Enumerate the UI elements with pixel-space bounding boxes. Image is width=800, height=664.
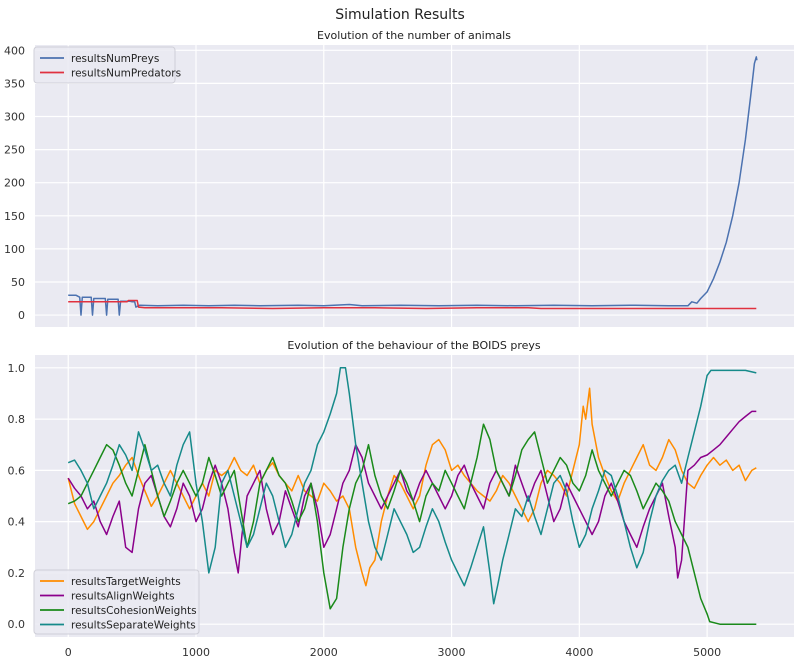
legend: resultsTargetWeights resultsAlignWeights r…: [33, 569, 200, 635]
y-tick-label: 400: [4, 44, 25, 57]
behaviour-chart-title: Evolution of the behaviour of the BOIDS …: [287, 339, 541, 352]
series-line-resultsTargetWeights: [67, 387, 757, 587]
plot-area: [35, 45, 794, 327]
behaviour-chart: Evolution of the behaviour of the BOIDS …: [8, 339, 794, 659]
y-tick-label: 0.0: [8, 618, 26, 631]
animals-chart: Evolution of the number of animals 0 50 10…: [4, 29, 794, 327]
y-tick-label: 350: [4, 77, 25, 90]
legend-box: [33, 569, 200, 635]
y-tick-label: 0.2: [8, 567, 26, 580]
series-line-resultsSeparateWeights: [67, 367, 757, 605]
legend-box: [33, 46, 176, 84]
y-tick-label: 200: [4, 177, 25, 190]
legend: resultsNumPreys resultsNumPredators: [33, 46, 181, 84]
legend-label: resultsSeparateWeights: [71, 620, 196, 632]
y-tick-label: 100: [4, 243, 25, 256]
y-tick-label: 1.0: [8, 362, 26, 375]
y-tick-label: 0: [18, 309, 25, 322]
legend-label: resultsCohesionWeights: [71, 605, 197, 617]
y-tick-label: 0.8: [8, 413, 26, 426]
legend-label: resultsNumPredators: [71, 68, 181, 80]
series-line-resultsNumPreys: [68, 56, 758, 316]
y-tick-label: 0.6: [8, 464, 26, 477]
y-tick-label: 150: [4, 210, 25, 223]
legend-label: resultsNumPreys: [71, 53, 159, 65]
y-tick-label: 0.4: [8, 516, 26, 529]
figure-title: Simulation Results: [335, 7, 465, 23]
x-tick-label: 4000: [565, 646, 593, 659]
x-tick-label: 1000: [182, 646, 210, 659]
y-tick-label: 300: [4, 110, 25, 123]
legend-label: resultsAlignWeights: [71, 591, 175, 603]
legend-label: resultsTargetWeights: [71, 576, 181, 588]
series-line-resultsNumPredators: [68, 299, 757, 310]
y-tick-label: 50: [11, 276, 25, 289]
x-tick-label: 3000: [438, 646, 466, 659]
x-tick-label: 5000: [693, 646, 721, 659]
x-tick-label: 2000: [310, 646, 338, 659]
x-tick-label: 0: [65, 646, 72, 659]
series-line-resultsCohesionWeights: [67, 423, 757, 625]
animals-chart-title: Evolution of the number of animals: [317, 29, 511, 42]
y-tick-label: 250: [4, 144, 25, 157]
